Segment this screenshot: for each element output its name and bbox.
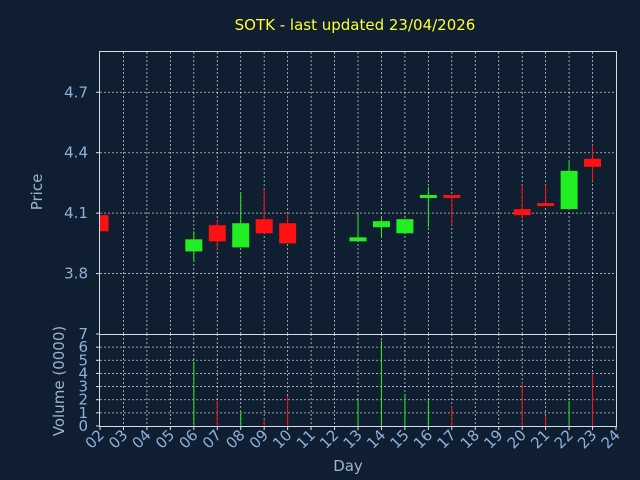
- candle-body: [584, 158, 602, 167]
- day-tick-label: 10: [269, 426, 295, 452]
- price-gridlines: [100, 52, 616, 334]
- volume-series: [193, 340, 594, 426]
- day-tick-label: 04: [129, 426, 155, 452]
- day-tick-label: 19: [480, 426, 506, 452]
- price-tick-label: 3.8: [64, 265, 88, 283]
- day-tick-label: 15: [387, 426, 413, 452]
- volume-panel-frame: [99, 334, 617, 427]
- candle-body: [537, 203, 555, 207]
- day-tick-label: 07: [199, 426, 225, 452]
- day-tick-label: 24: [598, 426, 624, 452]
- day-tick-label: 18: [457, 426, 483, 452]
- price-axis-label: Price: [28, 174, 46, 211]
- day-tick-label: 20: [504, 426, 530, 452]
- volume-tick-label: 5: [78, 351, 88, 369]
- candle-body: [560, 170, 578, 210]
- candle-body: [255, 219, 273, 234]
- day-tick-label: 21: [527, 426, 553, 452]
- day-axis-label: Day: [333, 457, 363, 475]
- day-tick-label: 11: [293, 426, 319, 452]
- day-tick-label: 12: [316, 426, 342, 452]
- day-tick-label: 09: [246, 426, 272, 452]
- candle-body: [513, 209, 531, 216]
- candle-body: [396, 219, 414, 234]
- volume-tick-label: 7: [78, 325, 88, 343]
- price-tick-label: 4.4: [64, 144, 88, 162]
- day-tick-label: 22: [551, 426, 577, 452]
- candle-body: [443, 195, 461, 199]
- chart-title: SOTK - last updated 23/04/2026: [235, 16, 476, 34]
- candle-body: [279, 223, 297, 244]
- volume-tick-label: 2: [78, 391, 88, 409]
- candle-body: [100, 215, 109, 232]
- candlestick-series: [99, 144, 602, 262]
- day-tick-label: 16: [410, 426, 436, 452]
- price-tick-label: 4.7: [64, 83, 88, 101]
- volume-tick-label: 3: [78, 378, 88, 396]
- candle-body: [185, 239, 203, 252]
- day-tick-label: 17: [433, 426, 459, 452]
- volume-axis-label: Volume (0000): [50, 326, 68, 436]
- volume-tick-label: 0: [78, 417, 88, 435]
- price-axis-ticks: 3.8 4.1 4.4 4.7: [64, 83, 100, 283]
- volume-tick-label: 1: [78, 404, 88, 422]
- candle-body: [232, 223, 250, 248]
- candle-body: [349, 237, 367, 242]
- candle-body: [208, 225, 226, 242]
- day-tick-label: 14: [363, 426, 389, 452]
- day-tick-label: 03: [105, 426, 131, 452]
- candle-body: [419, 195, 437, 199]
- volume-tick-label: 4: [78, 364, 88, 382]
- day-tick-label: 13: [340, 426, 366, 452]
- day-tick-label: 23: [574, 426, 600, 452]
- day-tick-label: 08: [222, 426, 248, 452]
- day-tick-label: 05: [152, 426, 178, 452]
- candle-body: [372, 221, 390, 228]
- price-tick-label: 4.1: [64, 204, 88, 222]
- day-axis-ticks: 0203040506070809101112131415161718192021…: [82, 426, 624, 452]
- volume-tick-label: 6: [78, 338, 88, 356]
- day-tick-label: 06: [175, 426, 201, 452]
